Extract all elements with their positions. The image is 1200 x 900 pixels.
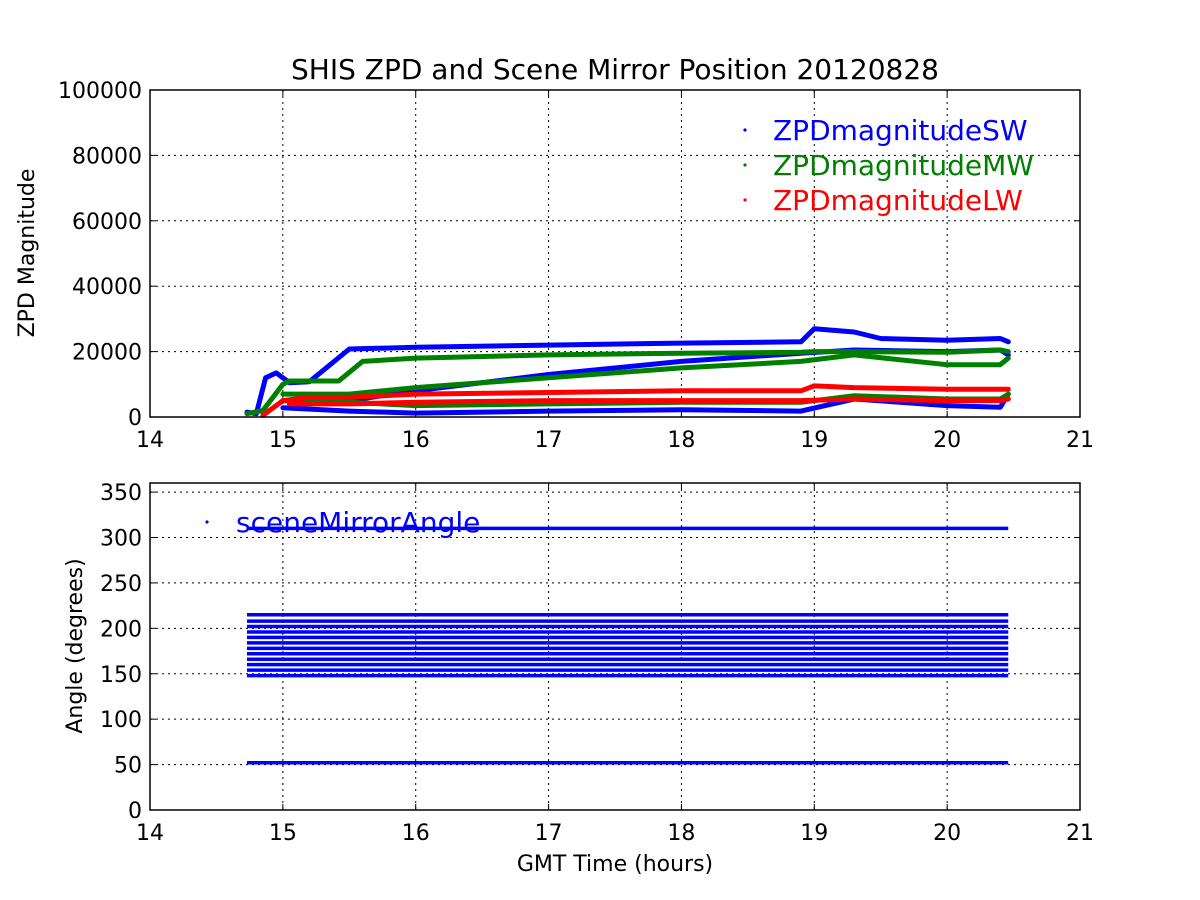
legend-marker-ZPDmagnitudeLW — [743, 198, 747, 202]
angle-x-tick-label: 16 — [402, 821, 430, 846]
angle-x-axis-label: GMT Time (hours) — [517, 852, 713, 877]
angle-y-tick-label: 50 — [114, 754, 142, 779]
zpd-x-tick-label: 14 — [136, 428, 164, 453]
zpd-y-tick-label: 0 — [128, 406, 142, 431]
zpd-y-tick-label: 100000 — [58, 79, 142, 104]
angle-x-tick-label: 14 — [136, 821, 164, 846]
angle-x-tick-label: 15 — [269, 821, 297, 846]
ZPDmagnitudeSW-band-2 — [280, 391, 1011, 416]
zpd-magnitude-panel: 14 15 16 17 18 19 20 21 0 20000 40000 60000 80000 100… — [15, 79, 1094, 453]
angle-legend: sceneMirrorAngle — [205, 506, 480, 539]
angle-y-axis-label: Angle (degrees) — [63, 558, 88, 733]
series-ZPDmagnitudeLW — [260, 383, 1011, 418]
angle-y-tick-label: 250 — [100, 572, 142, 597]
angle-x-tick-label: 21 — [1066, 821, 1094, 846]
angle-y-tick-label: 0 — [128, 799, 142, 824]
zpd-y-tick-label: 80000 — [72, 144, 142, 169]
zpd-x-tick-label: 16 — [402, 428, 430, 453]
legend-label-ZPDmagnitudeMW: ZPDmagnitudeMW — [773, 149, 1034, 182]
angle-y-tick-label: 100 — [100, 708, 142, 733]
zpd-axes-frame — [149, 89, 1081, 418]
angle-x-tick-label: 19 — [800, 821, 828, 846]
legend-marker-ZPDmagnitudeSW — [743, 128, 747, 132]
ZPDmagnitudeMW-band-0 — [244, 347, 1011, 417]
angle-marks — [246, 526, 1009, 765]
zpd-x-tick-label: 21 — [1066, 428, 1094, 453]
zpd-y-tick-label: 40000 — [72, 275, 142, 300]
angle-y-tick-label: 300 — [100, 527, 142, 552]
angle-grid — [150, 483, 1080, 810]
legend-label-ZPDmagnitudeLW: ZPDmagnitudeLW — [773, 184, 1023, 217]
angle-x-tick-label: 20 — [933, 821, 961, 846]
zpd-y-axis-label: ZPD Magnitude — [15, 169, 40, 338]
legend-marker-ZPDmagnitudeMW — [743, 163, 747, 167]
ZPDmagnitudeSW-band-0 — [244, 326, 1011, 417]
legend-label-ZPDmagnitudeSW: ZPDmagnitudeSW — [773, 114, 1028, 147]
zpd-x-tick-label: 18 — [667, 428, 695, 453]
zpd-y-tick-label: 60000 — [72, 210, 142, 235]
zpd-legend: ZPDmagnitudeSWZPDmagnitudeMWZPDmagnitude… — [743, 114, 1034, 217]
zpd-x-tick-label: 15 — [269, 428, 297, 453]
ZPDmagnitudeLW-band-1 — [287, 396, 1011, 407]
angle-ticks: 14 15 16 17 18 19 20 21 0 50 100 150 200 250 300 350 — [100, 481, 1094, 846]
zpd-x-tick-label: 19 — [800, 428, 828, 453]
angle-y-tick-label: 150 — [100, 663, 142, 688]
angle-x-tick-label: 17 — [535, 821, 563, 846]
angle-axes-frame — [149, 482, 1081, 811]
ZPDmagnitudeMW-band-1 — [280, 352, 1011, 397]
zpd-ticks: 14 15 16 17 18 19 20 21 0 20000 40000 60000 80000 100… — [58, 79, 1094, 453]
angle-y-tick-label: 350 — [100, 481, 142, 506]
series-sceneMirrorAngle — [246, 526, 1009, 765]
figure-title: SHIS ZPD and Scene Mirror Position 20120… — [291, 53, 939, 86]
legend-label-sceneMirrorAngle: sceneMirrorAngle — [236, 506, 480, 539]
scene-mirror-panel: 14 15 16 17 18 19 20 21 0 50 100 150 200 250 300 350 An… — [63, 481, 1094, 877]
zpd-x-tick-label: 20 — [933, 428, 961, 453]
legend-marker-sceneMirrorAngle — [205, 520, 209, 524]
zpd-marks — [244, 326, 1011, 418]
ZPDmagnitudeLW-band-0 — [260, 383, 1011, 418]
angle-x-tick-label: 18 — [667, 821, 695, 846]
angle-y-tick-label: 200 — [100, 617, 142, 642]
zpd-x-tick-label: 17 — [535, 428, 563, 453]
zpd-y-tick-label: 20000 — [72, 341, 142, 366]
